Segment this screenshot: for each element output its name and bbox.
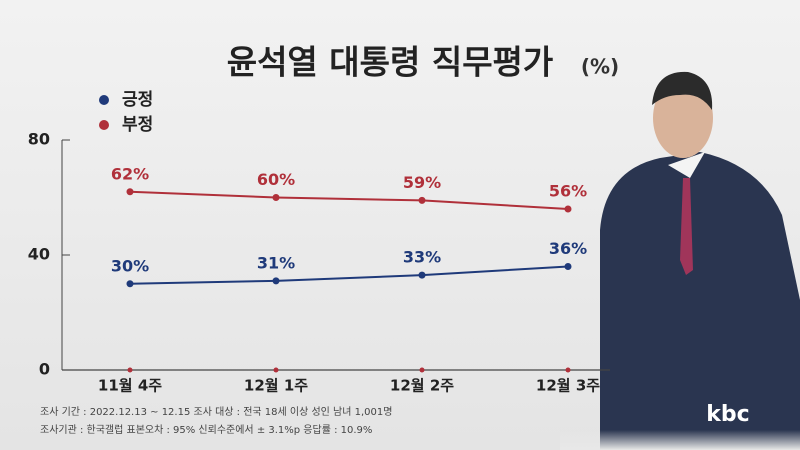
value-label: 31% bbox=[257, 253, 295, 272]
line bbox=[129, 265, 569, 285]
point bbox=[126, 280, 134, 288]
unit-label: (%) bbox=[581, 55, 619, 79]
x-tick-label: 11월 4주 bbox=[98, 377, 162, 395]
point bbox=[272, 194, 280, 201]
value-label: 30% bbox=[111, 256, 149, 275]
value-label: 62% bbox=[111, 164, 149, 183]
x-tick-label: 12월 1주 bbox=[244, 377, 308, 395]
note: 조사 기간 : 2022.12.13 ~ 12.15 조사 대상 : 전국 18… bbox=[40, 406, 392, 418]
legend-marker bbox=[99, 95, 109, 105]
note: 조사기관 : 한국갤럽 표본오차 : 95% 신뢰수준에서 ± 3.1%p 응답… bbox=[40, 424, 372, 436]
value-label: 36% bbox=[549, 239, 587, 258]
person-photo bbox=[560, 71, 800, 450]
point bbox=[564, 205, 572, 213]
x-tick-label: 12월 2주 bbox=[390, 377, 454, 395]
legend-marker bbox=[99, 120, 109, 130]
value-label: 33% bbox=[403, 248, 441, 267]
y-tick-label: 40 bbox=[28, 245, 50, 264]
point bbox=[418, 196, 426, 204]
x-tick bbox=[419, 367, 425, 373]
value-label: 59% bbox=[403, 173, 441, 192]
value-label: 60% bbox=[257, 170, 295, 189]
point bbox=[418, 271, 426, 279]
point bbox=[564, 263, 572, 270]
point bbox=[272, 277, 280, 285]
legend-label: 부정 bbox=[122, 115, 153, 135]
y-tick-label: 80 bbox=[28, 130, 50, 149]
value-label: 56% bbox=[549, 182, 587, 201]
point bbox=[126, 188, 134, 196]
logo: kbc bbox=[706, 402, 749, 427]
line bbox=[129, 190, 569, 210]
x-tick bbox=[273, 367, 279, 373]
chart-title: 윤석열 대통령 직무평가 bbox=[227, 43, 554, 82]
legend-label: 긍정 bbox=[122, 90, 153, 110]
x-tick bbox=[565, 367, 571, 373]
x-tick-label: 12월 3주 bbox=[536, 377, 600, 395]
y-tick-label: 0 bbox=[39, 360, 50, 379]
x-tick bbox=[127, 367, 133, 373]
